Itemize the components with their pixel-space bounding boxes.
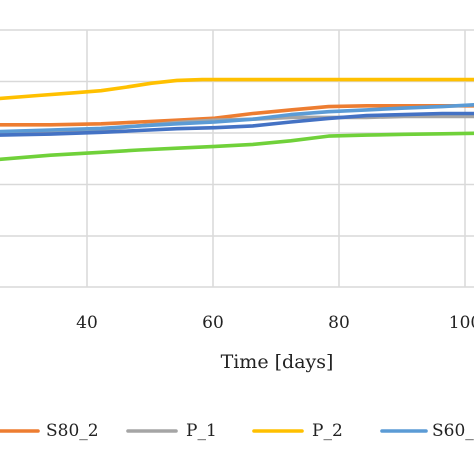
series-line-s80-2: [0, 104, 474, 127]
x-tick-labels: 40 60 80 100: [76, 313, 474, 333]
series-line-unlabeled-6: [0, 131, 474, 162]
legend-label: P_1: [186, 421, 217, 441]
gridlines: [0, 29, 474, 288]
x-axis-title: Time [days]: [221, 351, 334, 373]
legend-item: P_2: [252, 421, 343, 441]
x-tick-label: 80: [328, 313, 350, 333]
x-tick-label: 100: [449, 313, 474, 333]
series-line-p-2: [0, 77, 474, 101]
x-tick-label: 60: [202, 313, 224, 333]
legend-label: P_2: [312, 421, 343, 441]
legend-item: P_1: [126, 421, 217, 441]
x-tick-label: 40: [76, 313, 98, 333]
legend-label: S60_: [432, 421, 474, 441]
series-lines: [0, 77, 474, 162]
series-line-s60-2: [0, 103, 474, 134]
legend-item: S60_: [380, 421, 474, 441]
legend-item: S80_2: [0, 421, 99, 441]
legend-label: S80_2: [46, 421, 99, 441]
legend: S80_2 P_1 P_2 S60_: [0, 421, 474, 441]
series-line-unlabeled-5: [0, 111, 474, 137]
